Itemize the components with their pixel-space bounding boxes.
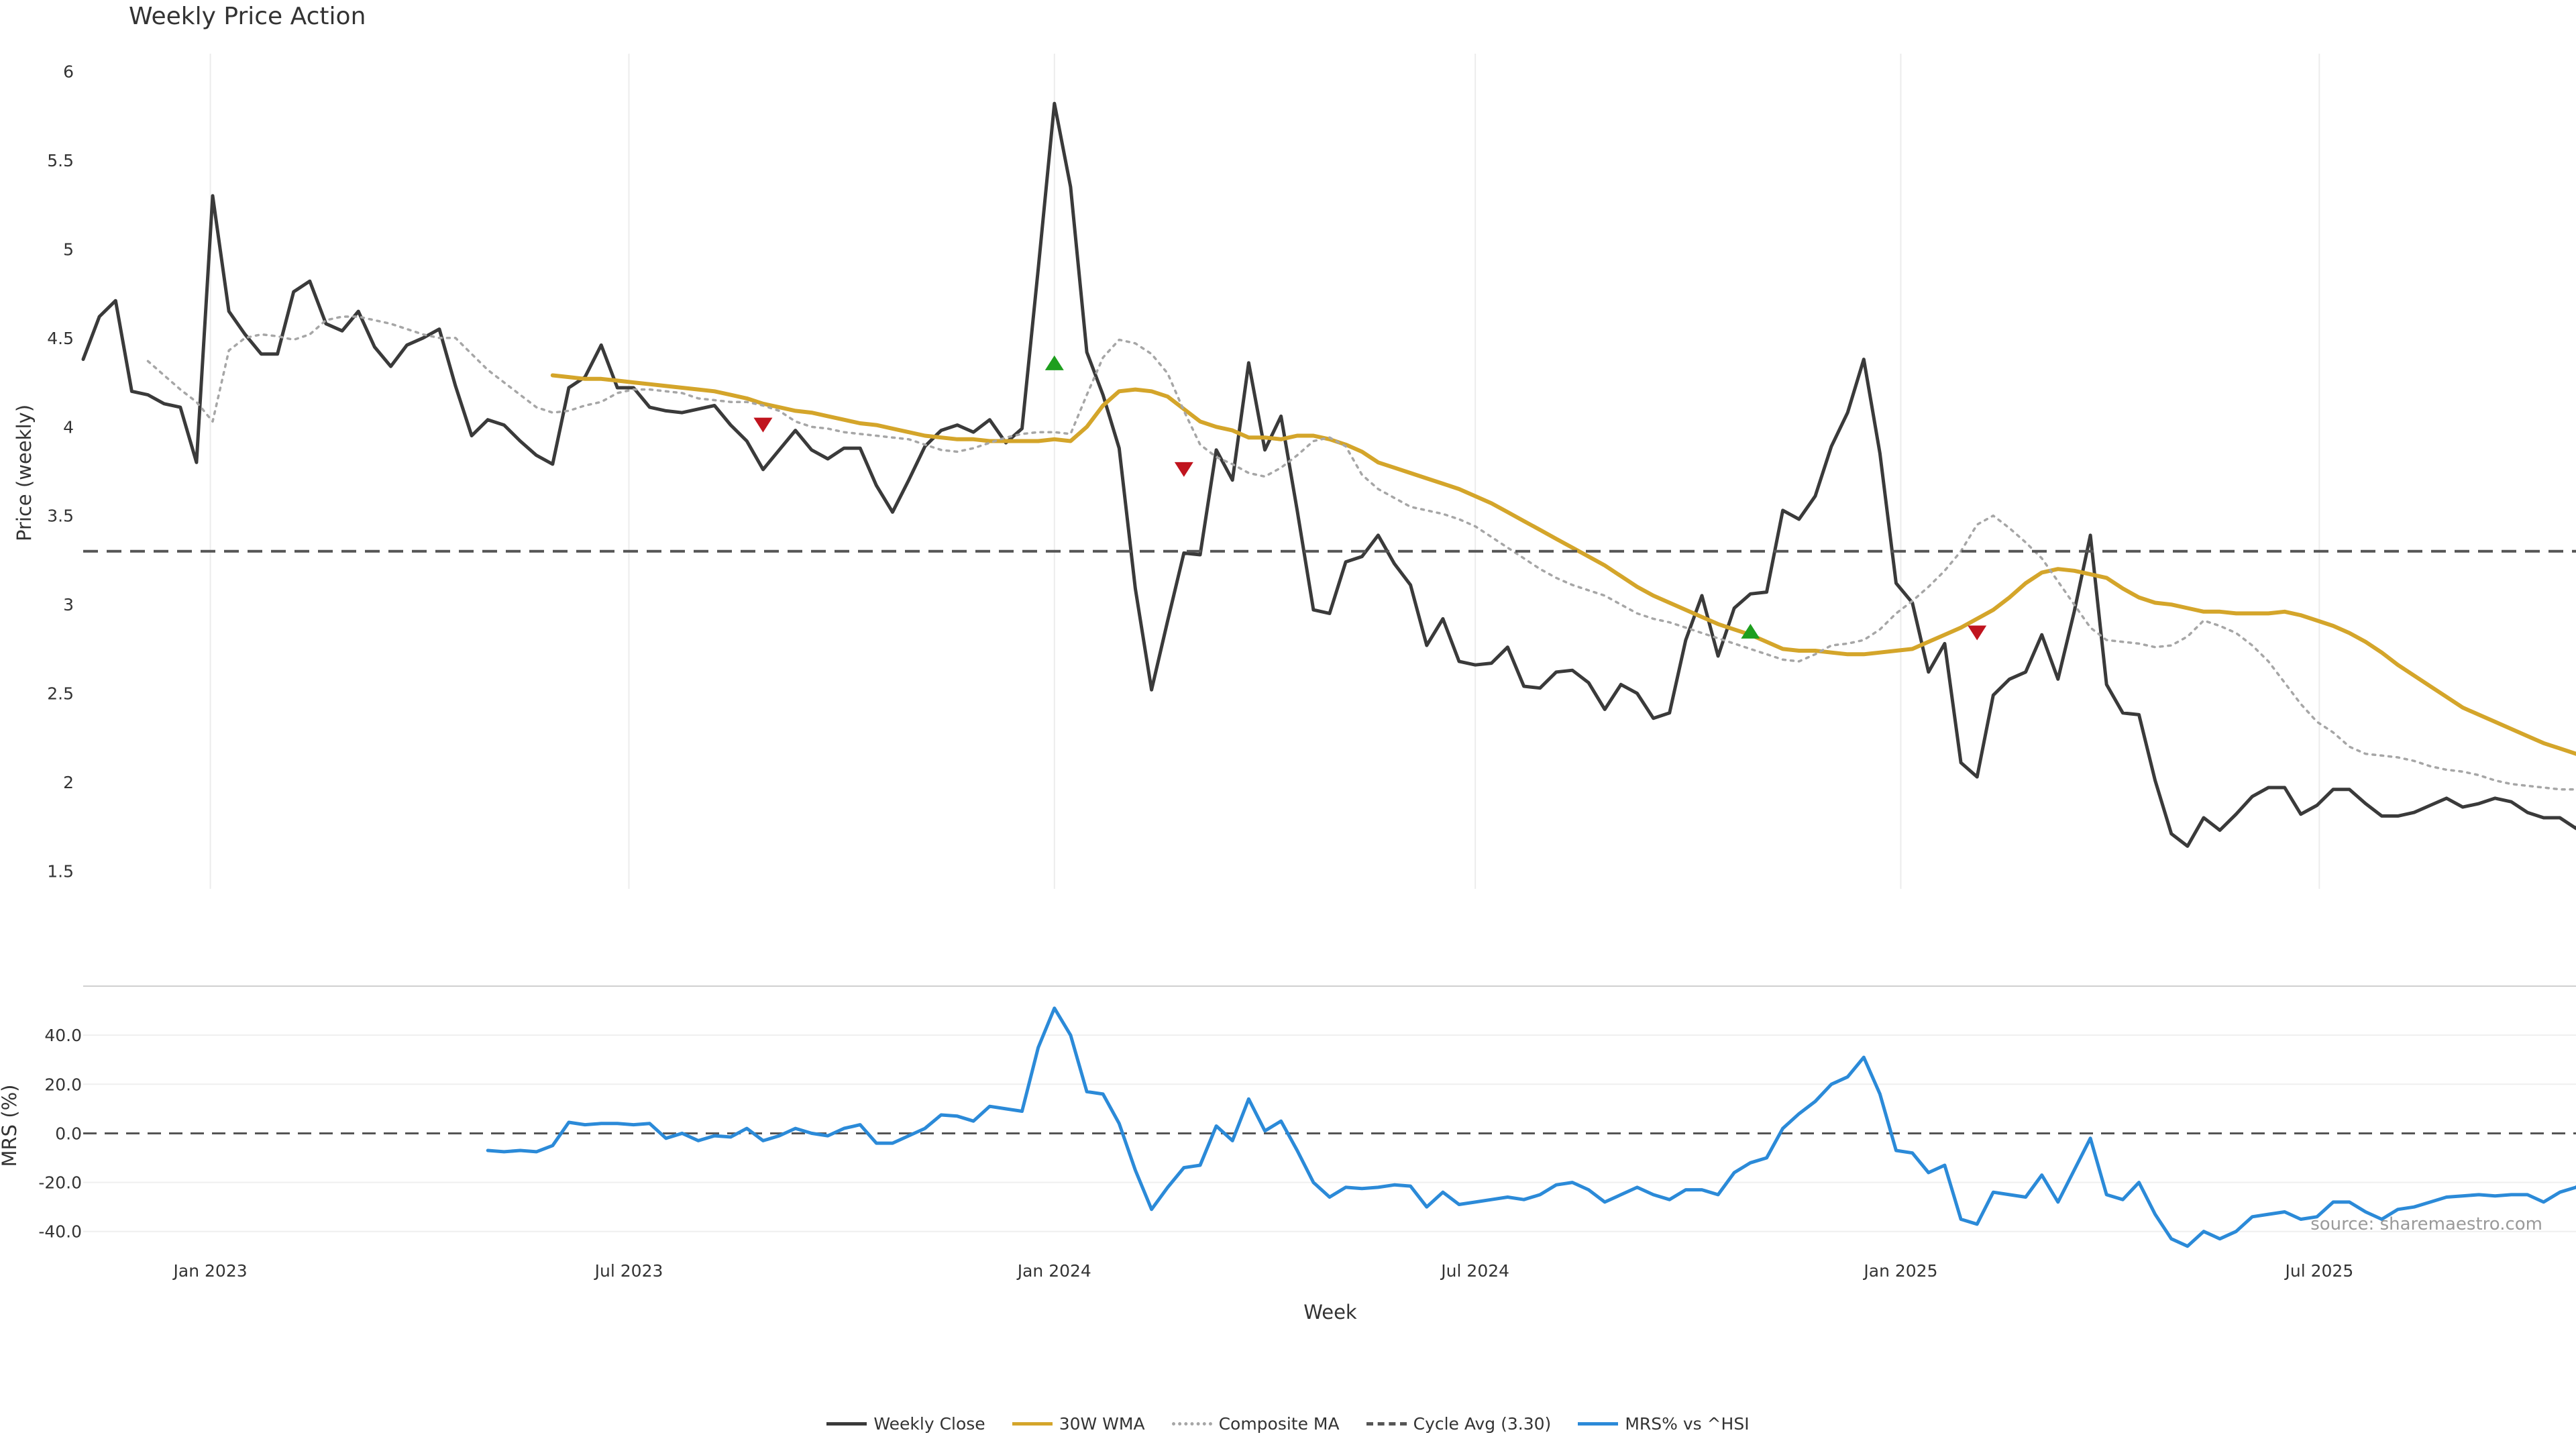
legend-item: Composite MA (1171, 1414, 1340, 1434)
legend-label: Cycle Avg (3.30) (1413, 1414, 1552, 1434)
legend-label: MRS% vs ^HSI (1625, 1414, 1750, 1434)
x-tick-label: Jan 2025 (1862, 1261, 1937, 1281)
x-tick-label: Jan 2023 (172, 1261, 248, 1281)
legend-swatch (826, 1422, 867, 1426)
buy-signal-marker (1741, 623, 1760, 639)
price-y-tick-label: 4 (63, 417, 74, 437)
legend-item: Weekly Close (826, 1414, 985, 1434)
x-tick-label: Jul 2024 (1440, 1261, 1509, 1281)
mrs-y-ticks: -40.0 -20.0 0.0 20.0 40.0 (38, 1026, 82, 1242)
mrs-y-tick-label: 0.0 (55, 1124, 82, 1143)
price-plot (81, 101, 2576, 848)
mrs-y-tick-label: 20.0 (44, 1075, 82, 1094)
price-y-tick-label: 6 (63, 62, 74, 81)
price-y-tick-label: 1.5 (47, 862, 74, 881)
legend-label: 30W WMA (1059, 1414, 1145, 1434)
price-grid (209, 54, 2320, 889)
price-y-tick-label: 2 (63, 773, 74, 792)
x-tick-label: Jul 2025 (2284, 1261, 2354, 1281)
legend-swatch (1012, 1422, 1053, 1426)
series-mrs-vs-hsi (486, 1006, 2576, 1248)
legend-label: Weekly Close (873, 1414, 985, 1434)
x-tick-label: Jan 2024 (1016, 1261, 1091, 1281)
price-y-ticks: 1.5 2 2.5 3 3.5 4 4.5 5 5.5 6 (47, 62, 74, 881)
series-composite-ma (146, 315, 2576, 791)
price-y-tick-label: 2.5 (47, 684, 74, 704)
price-y-tick-label: 5 (63, 239, 74, 259)
buy-signal-marker (1044, 355, 1064, 370)
legend-item: Cycle Avg (3.30) (1366, 1414, 1552, 1434)
price-y-tick-label: 3 (63, 595, 74, 614)
price-y-tick-label: 4.5 (47, 329, 74, 348)
legend: Weekly Close 30W WMA Composite MA Cycle Avg… (0, 1414, 2576, 1434)
legend-swatch (1366, 1422, 1407, 1426)
mrs-plot (83, 1006, 2576, 1248)
price-y-axis-label: Price (weekly) (13, 405, 36, 541)
sell-signal-marker (1174, 462, 1193, 477)
legend-swatch (1171, 1422, 1212, 1426)
legend-item: MRS% vs ^HSI (1578, 1414, 1750, 1434)
mrs-y-tick-label: -40.0 (38, 1222, 82, 1242)
price-y-tick-label: 3.5 (47, 506, 74, 526)
legend-item: 30W WMA (1012, 1414, 1145, 1434)
x-tick-label: Jul 2023 (594, 1261, 663, 1281)
source-annotation: source: sharemaestro.com (2310, 1214, 2542, 1234)
mrs-y-tick-label: -20.0 (38, 1173, 82, 1193)
series-weekly-close (81, 101, 2576, 848)
sell-signal-marker (753, 417, 773, 433)
series-30w-wma (550, 373, 2576, 756)
x-axis-label: Week (1303, 1301, 1357, 1324)
sell-signal-marker (1968, 625, 1987, 641)
mrs-y-axis-label: MRS (%) (0, 1085, 21, 1167)
legend-swatch (1578, 1422, 1619, 1426)
mrs-y-tick-label: 40.0 (44, 1026, 82, 1045)
mrs-grid (83, 985, 2576, 1232)
price-y-tick-label: 5.5 (47, 151, 74, 170)
legend-label: Composite MA (1218, 1414, 1340, 1434)
chart-title: Weekly Price Action (129, 3, 366, 30)
x-ticks: Jan 2023 Jul 2023 Jan 2024 Jul 2024 Jan 2025… (172, 1261, 2354, 1281)
